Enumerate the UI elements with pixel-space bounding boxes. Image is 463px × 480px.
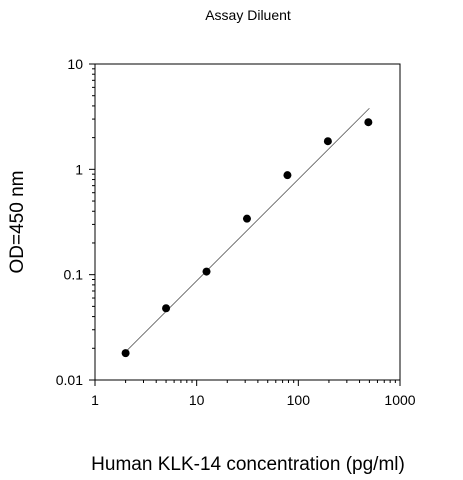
data-point	[162, 304, 171, 313]
data-point	[323, 137, 332, 146]
data-point	[202, 267, 211, 276]
y-tick-label: 10	[67, 56, 83, 72]
y-tick-label: 0.01	[56, 372, 83, 388]
data-point	[242, 214, 251, 223]
chart-title: Assay Diluent	[205, 7, 291, 23]
data-point	[364, 118, 373, 127]
x-axis-ticks: 1 10 100 1000	[91, 380, 416, 408]
y-tick-label: 0.1	[64, 267, 84, 283]
x-tick-label: 1	[91, 392, 99, 408]
x-axis-label: Human KLK-14 concentration (pg/ml)	[91, 454, 405, 475]
x-tick-label: 10	[189, 392, 205, 408]
plot-frame	[94, 63, 401, 381]
y-axis-label: OD=450 nm	[7, 171, 28, 274]
x-tick-label: 100	[287, 392, 311, 408]
y-tick-label: 1	[75, 161, 83, 177]
x-tick-label: 1000	[384, 392, 415, 408]
data-point	[283, 171, 292, 180]
fit-line-group	[125, 107, 370, 353]
data-point	[121, 349, 130, 358]
data-points	[121, 118, 373, 358]
fit-line	[125, 107, 370, 353]
y-axis-ticks: 0.01 0.1 1 10	[56, 56, 95, 388]
